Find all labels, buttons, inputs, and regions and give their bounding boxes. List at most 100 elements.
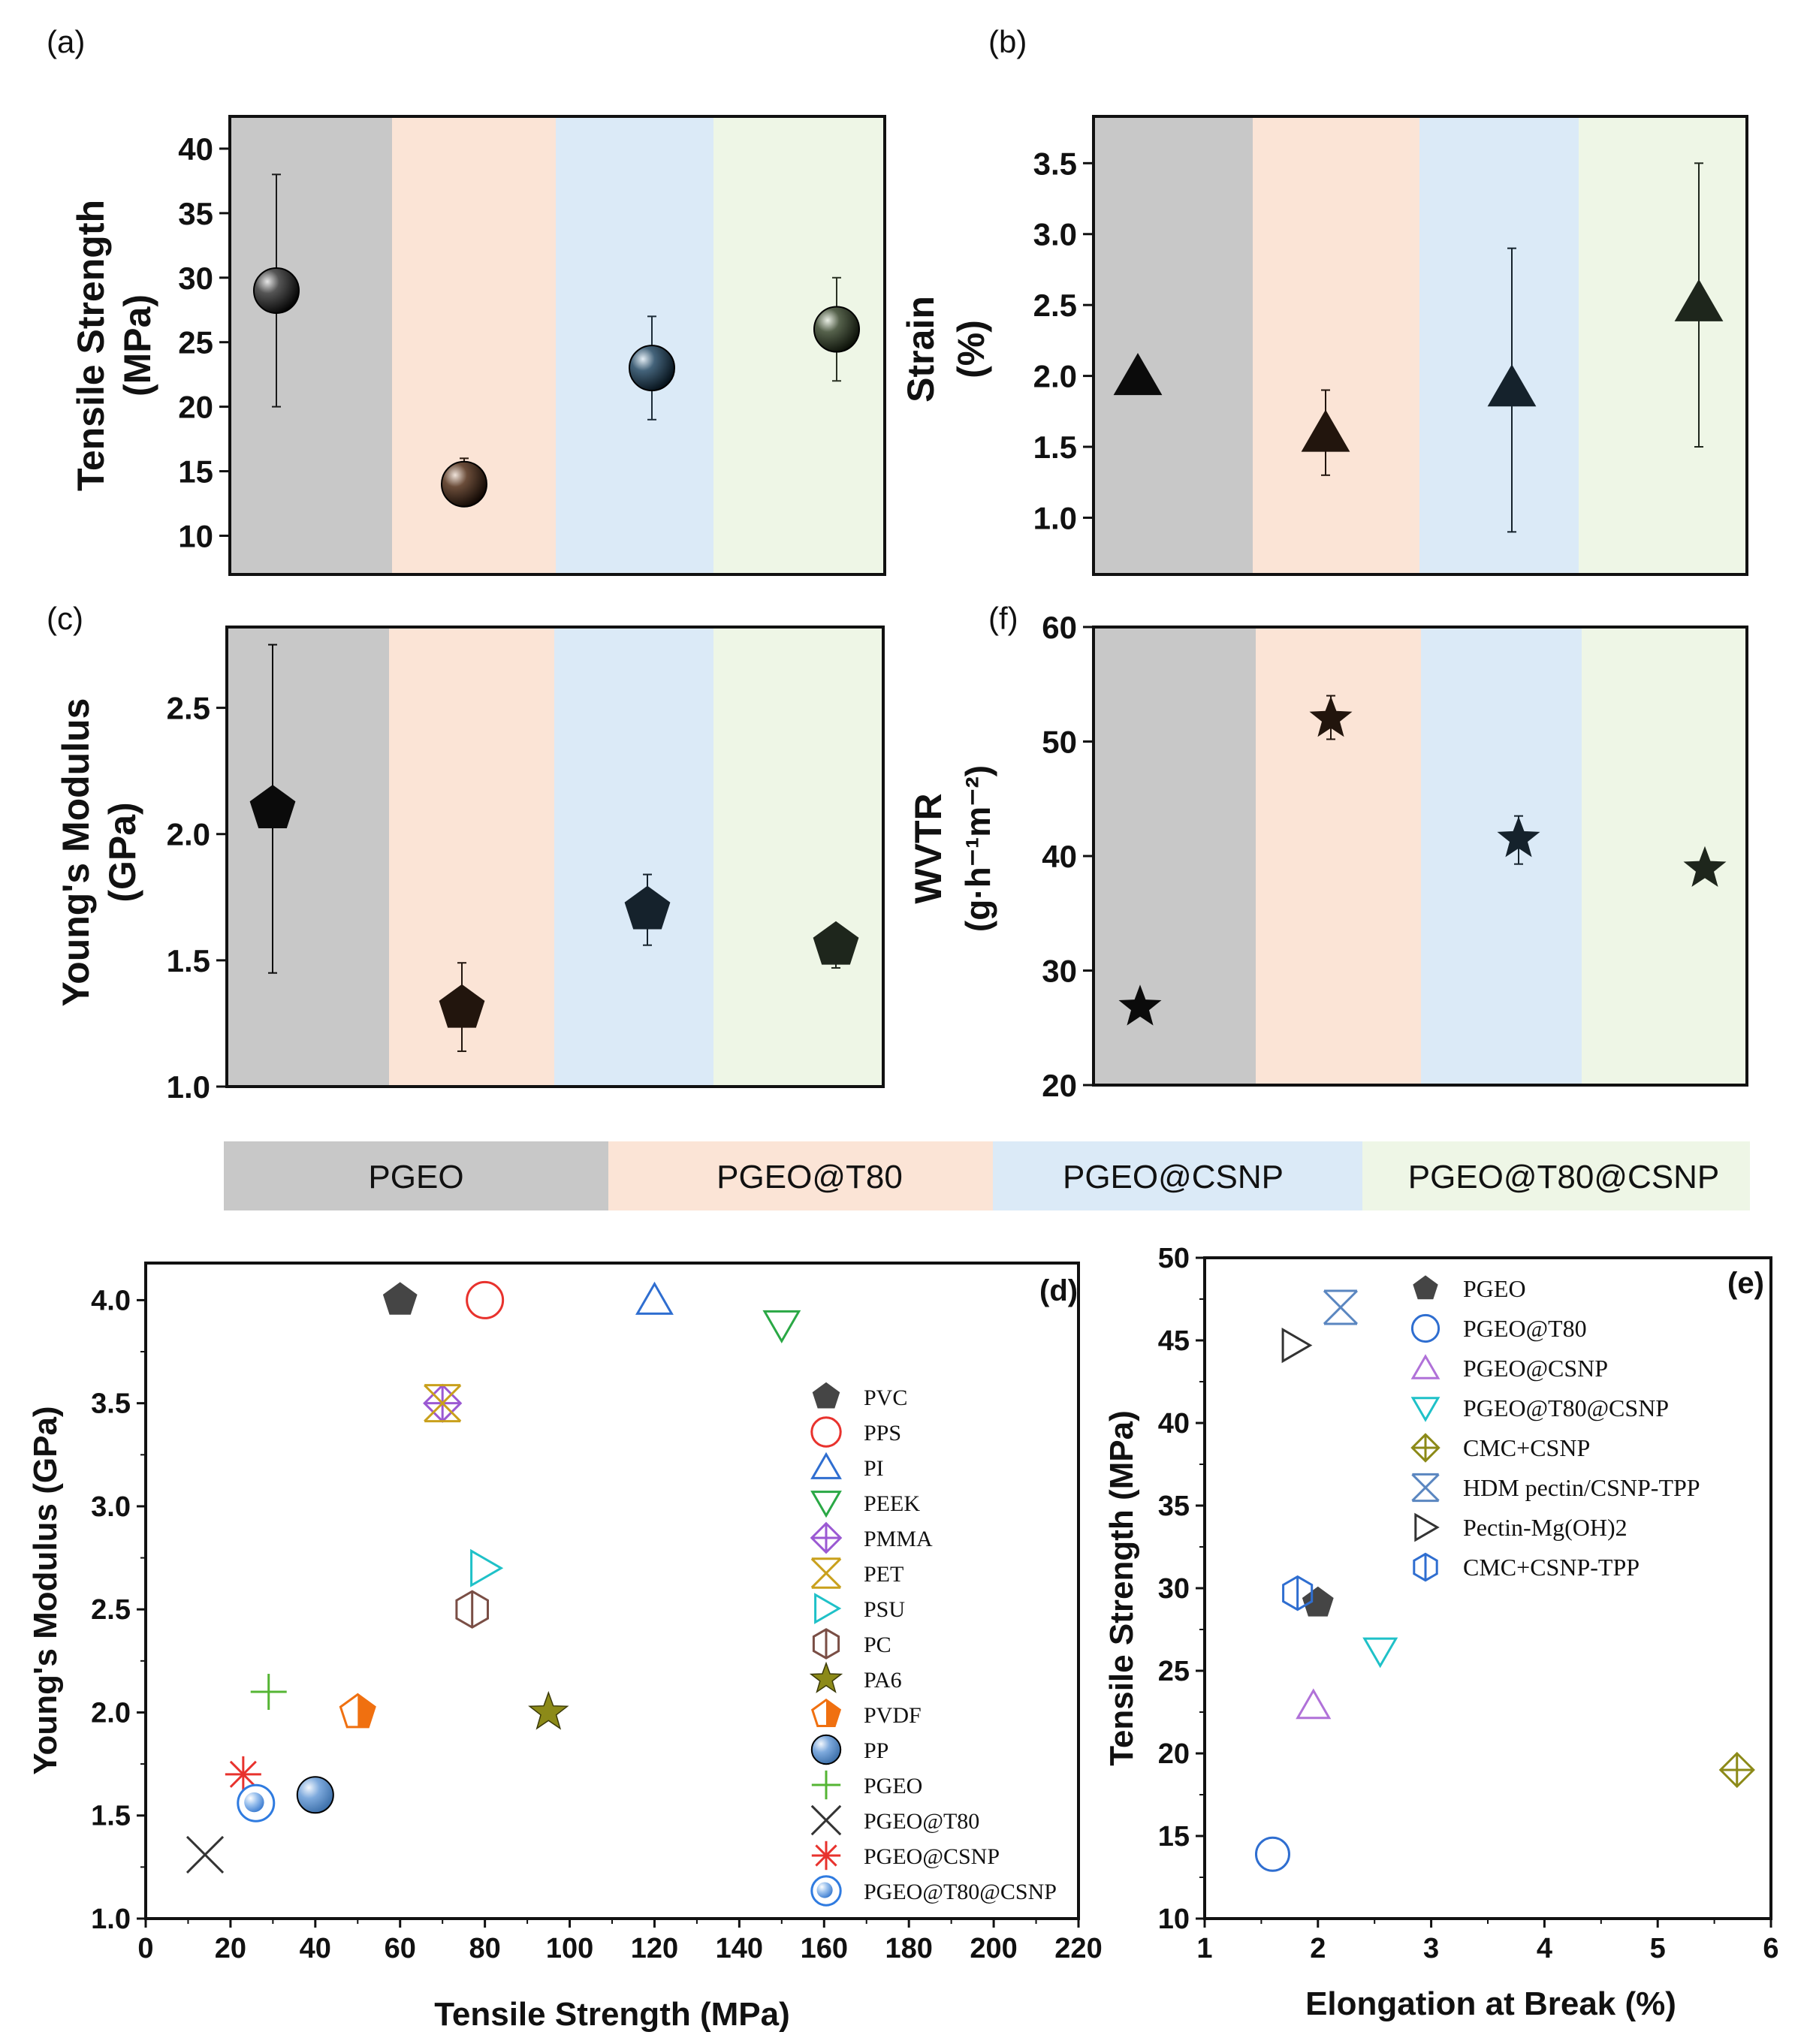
panel-b: (b) 1.0 1.5 2.0 2.5 3.0 3.5 Strain (%)	[900, 24, 1748, 576]
marker-b-1	[1113, 353, 1163, 396]
marker-d-pgeo-t80	[186, 1835, 225, 1874]
marker-b-2	[1301, 409, 1350, 452]
marker-d-pgeo-csnp	[225, 1756, 261, 1792]
legend-marker-d-pet	[810, 1557, 842, 1589]
y-tick-label-d-6: 4.0	[91, 1285, 131, 1316]
x-tick-label-e-5: 6	[1763, 1933, 1778, 1964]
x-tick-label-e-2: 3	[1423, 1933, 1439, 1964]
marker-f-1	[1118, 984, 1162, 1026]
category-key-label-pgeo: PGEO	[368, 1159, 463, 1195]
marker-e-pgeo	[1302, 1586, 1334, 1617]
x-tick-label-e-4: 5	[1650, 1933, 1666, 1964]
band-c-3	[554, 627, 713, 1087]
y-tick-label-e-0: 10	[1158, 1904, 1190, 1935]
y-tick-label-e-3: 25	[1158, 1656, 1190, 1687]
y-tick-label-b-3: 2.5	[1033, 288, 1077, 323]
y-axis-title-e: Tensile Strength (MPa)	[1103, 1410, 1140, 1765]
legend-marker-e-hdm-pectin-csnp-tpp	[1411, 1473, 1440, 1503]
marker-d-pi	[635, 1281, 674, 1315]
x-tick-label-d-7: 140	[716, 1933, 763, 1964]
marker-d-pa6	[528, 1690, 569, 1730]
y-tick-label-e-4: 30	[1158, 1573, 1190, 1605]
x-tick-label-d-6: 120	[631, 1933, 678, 1964]
panel-c: (c) 1.0 1.5 2.0 2.5 Young's Modulus (GPa)	[47, 601, 885, 1105]
marker-f-2	[1309, 696, 1353, 737]
y-tick-label-b-5: 3.5	[1033, 146, 1077, 181]
legend-marker-d-pgeo-csnp	[811, 1841, 841, 1871]
y-tick-label-a-2: 20	[178, 390, 213, 425]
category-key-label-pgeo-t80-csnp: PGEO@T80@CSNP	[1408, 1159, 1720, 1195]
legend-marker-e-pectin-mg-oh-2	[1414, 1512, 1440, 1542]
data-markers-d	[186, 1280, 801, 1874]
legend-label-e-hdm-pectin-csnp-tpp: HDM pectin/CSNP-TPP	[1463, 1474, 1700, 1501]
y-axis-title-b-line2: (%)	[950, 320, 992, 378]
marker-d-pps	[466, 1280, 505, 1319]
legend-marker-d-pvdf	[810, 1698, 842, 1727]
marker-a-1	[253, 267, 300, 314]
band-b-2	[1253, 116, 1419, 574]
marker-c-2	[439, 984, 485, 1028]
legend-marker-d-peek	[810, 1491, 842, 1518]
marker-c-4	[813, 921, 859, 965]
y-tick-label-a-3: 25	[178, 325, 213, 360]
plot-frame-e	[1203, 1256, 1772, 1920]
panel-label-b: (b)	[988, 24, 1027, 59]
y-tick-label-e-6: 40	[1158, 1408, 1190, 1440]
marker-e-pgeo-t80-csnp	[1362, 1637, 1398, 1669]
legend-label-d-pgeo-csnp: PGEO@CSNP	[864, 1844, 1000, 1869]
y-axis-title-d: Young's Modulus (GPa)	[27, 1406, 64, 1774]
y-tick-label-b-2: 2.0	[1033, 359, 1077, 394]
x-tick-label-e-0: 1	[1196, 1933, 1212, 1964]
x-tick-label-d-5: 100	[546, 1933, 593, 1964]
marker-f-3	[1497, 816, 1540, 858]
legend-label-d-pa6: PA6	[864, 1668, 902, 1693]
legend-label-d-pgeo: PGEO	[864, 1774, 922, 1798]
legend-marker-d-pvc	[812, 1382, 840, 1409]
legend-label-d-pgeo-t80-csnp: PGEO@T80@CSNP	[864, 1880, 1057, 1904]
x-tick-label-d-4: 80	[469, 1933, 500, 1964]
category-bands-f	[1094, 627, 1747, 1085]
marker-e-hdm-pectin-csnp-tpp	[1323, 1289, 1359, 1325]
legend-label-d-pgeo-t80: PGEO@T80	[864, 1809, 979, 1834]
x-tick-label-d-1: 20	[215, 1933, 246, 1964]
marker-d-pvdf	[339, 1693, 376, 1729]
marker-e-pectin-mg-oh-2	[1281, 1327, 1313, 1364]
y-tick-label-f-4: 60	[1042, 610, 1077, 645]
category-bands-c	[227, 627, 883, 1087]
x-tick-label-d-10: 200	[970, 1933, 1017, 1964]
legend-label-e-pgeo-csnp: PGEO@CSNP	[1463, 1355, 1608, 1382]
legend-marker-d-pps	[810, 1416, 842, 1448]
legend-marker-d-pgeo-t80-csnp	[810, 1875, 842, 1907]
legend-marker-e-cmc-csnp-tpp	[1413, 1552, 1438, 1582]
x-tick-label-d-8: 160	[801, 1933, 848, 1964]
band-a-4	[713, 116, 885, 574]
legend-label-e-pectin-mg-oh-2: Pectin-Mg(OH)2	[1463, 1514, 1628, 1541]
legend-label-d-pc: PC	[864, 1632, 891, 1657]
band-c-1	[227, 627, 389, 1087]
y-tick-label-c-2: 2.0	[167, 817, 210, 852]
marker-d-pp	[296, 1776, 334, 1814]
panel-label-c: (c)	[47, 601, 83, 636]
legend-e: PGEO PGEO@T80 PGEO@CSNP PGEO@T80@CSNP CMC+CS…	[1410, 1275, 1700, 1582]
panel-f: (f) 20 30 40 50 60 WVTR (g·h⁻¹m⁻²)	[907, 601, 1748, 1103]
x-tick-label-d-9: 180	[885, 1933, 932, 1964]
marker-e-cmc-csnp	[1718, 1751, 1755, 1789]
legend-label-d-pvc: PVC	[864, 1385, 907, 1410]
band-f-1	[1094, 627, 1256, 1085]
data-markers-b	[1113, 279, 1724, 452]
legend-marker-d-pi	[810, 1452, 842, 1479]
band-b-1	[1094, 116, 1253, 574]
legend-label-d-pp: PP	[864, 1738, 888, 1763]
legend-marker-d-psu	[814, 1593, 842, 1624]
y-tick-label-f-0: 20	[1042, 1068, 1077, 1103]
legend-marker-d-pgeo	[811, 1770, 841, 1800]
marker-d-pgeo-t80-csnp	[237, 1783, 276, 1822]
panel-label-e: (e)	[1727, 1267, 1764, 1300]
plot-frame-b	[1092, 115, 1748, 576]
x-axis-title-d: Tensile Strength (MPa)	[434, 1996, 789, 2033]
marker-d-pet	[424, 1384, 462, 1423]
y-tick-label-b-4: 3.0	[1033, 217, 1077, 252]
marker-e-pgeo-t80	[1254, 1836, 1290, 1872]
marker-c-1	[249, 785, 296, 828]
marker-a-3	[629, 345, 675, 392]
